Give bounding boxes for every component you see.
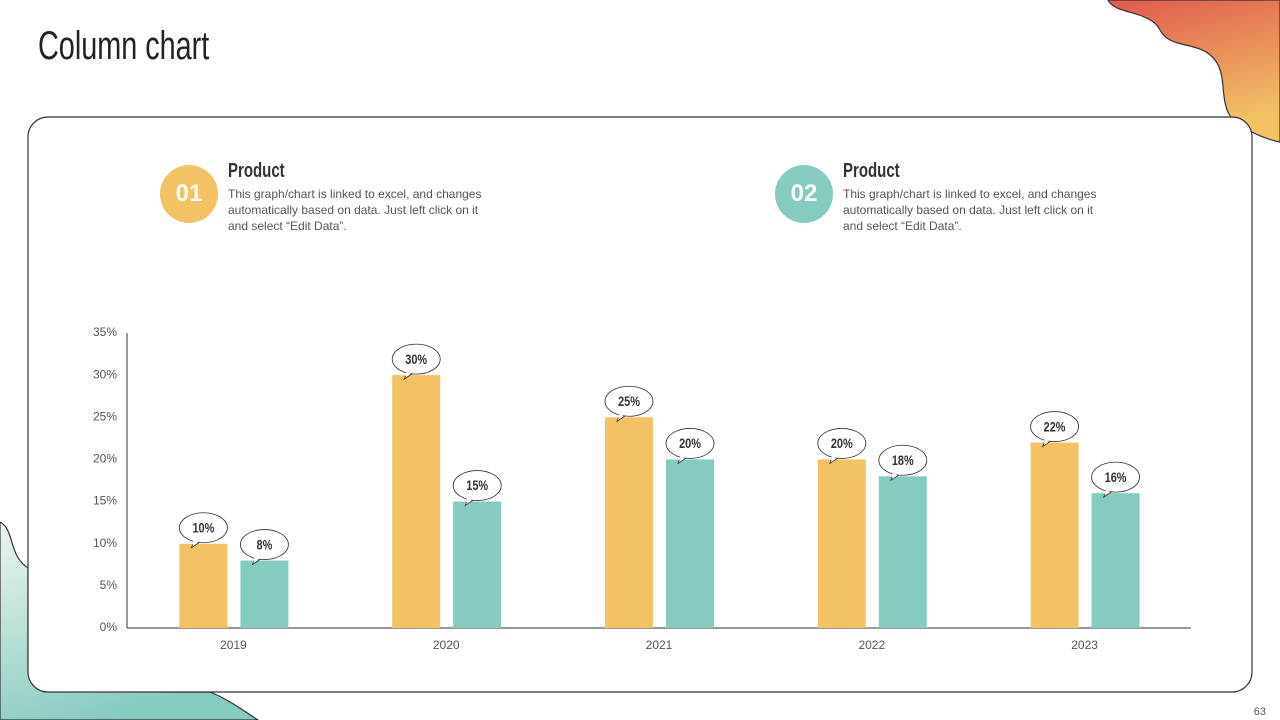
bubble-tail-fill: [1043, 435, 1055, 444]
bubble-tail-fill: [253, 553, 265, 562]
data-label-bubble: 18%: [878, 444, 928, 482]
data-label-bubble: 20%: [817, 428, 867, 465]
bubble-tail-fill: [830, 452, 842, 461]
bubble-tail-fill: [405, 368, 417, 377]
bar: [1030, 442, 1079, 628]
y-tick-label: 20%: [93, 452, 117, 466]
bubble: [1030, 411, 1079, 442]
data-label-bubble: 20%: [665, 428, 715, 465]
data-label-bubble: 22%: [1030, 411, 1079, 448]
decoration: [1107, 0, 1280, 143]
bubble: [665, 428, 715, 459]
bubble-tail-fill: [618, 410, 629, 419]
x-tick-label: 2022: [858, 638, 885, 652]
bubble-tail-fill: [891, 469, 903, 478]
x-tick-label: 2023: [1071, 638, 1098, 652]
y-tick-label: 35%: [93, 325, 117, 339]
bar: [666, 459, 714, 628]
legend-description: This graph/chart is linked to excel, and…: [228, 187, 482, 233]
data-label: 16%: [1105, 470, 1127, 486]
bubble: [391, 343, 441, 375]
data-label-bubble: 16%: [1091, 461, 1140, 499]
legend-title: Product: [843, 160, 900, 182]
legend-description: This graph/chart is linked to excel, and…: [843, 187, 1097, 233]
data-label-bubble: 30%: [391, 343, 441, 381]
data-label: 22%: [1044, 419, 1066, 435]
bar: [240, 560, 289, 628]
data-label: 15%: [466, 478, 488, 494]
bar: [605, 417, 653, 628]
legend-title: Product: [228, 160, 285, 182]
bubble: [452, 470, 502, 501]
y-tick-label: 5%: [100, 578, 118, 592]
bubble-tail-fill: [679, 452, 690, 461]
bar: [392, 375, 441, 628]
legend-item: 01 Product This graph/chart is linked to e…: [160, 160, 490, 240]
y-tick-label: 25%: [93, 409, 117, 423]
data-label-bubble: 8%: [239, 529, 289, 566]
legend-badge: 02: [775, 165, 833, 223]
bubble: [239, 529, 289, 560]
bar: [878, 476, 927, 628]
bar: [1091, 493, 1140, 628]
y-tick-label: 15%: [93, 494, 117, 508]
data-label: 20%: [679, 436, 701, 452]
bar: [817, 459, 866, 628]
y-tick-label: 0%: [100, 620, 118, 634]
slide-title: Column chart: [38, 24, 210, 68]
bubble: [604, 385, 654, 417]
data-label: 8%: [257, 537, 273, 553]
x-tick-label: 2019: [220, 638, 247, 652]
data-label: 30%: [405, 352, 427, 368]
bubble-tail-fill: [466, 494, 478, 503]
x-tick-label: 2021: [646, 638, 673, 652]
data-label: 20%: [831, 436, 853, 452]
bubble: [1091, 461, 1140, 493]
data-label: 18%: [892, 453, 914, 469]
legend-badge: 01: [160, 165, 218, 223]
page-number: 63: [1253, 706, 1266, 718]
bar: [179, 543, 228, 628]
data-label-bubble: 25%: [604, 385, 654, 423]
bubble-tail-fill: [192, 536, 204, 545]
data-label-bubble: 10%: [178, 512, 228, 549]
bubble: [178, 512, 228, 544]
bubble: [817, 428, 867, 459]
data-label-bubble: 15%: [452, 470, 502, 507]
bubble-tail-fill: [1104, 486, 1116, 495]
data-label: 25%: [618, 394, 640, 410]
bubble: [878, 444, 928, 476]
legend-item: 02 Product This graph/chart is linked to e…: [775, 160, 1105, 240]
x-tick-label: 2020: [433, 638, 460, 652]
bar: [453, 501, 502, 628]
y-tick-label: 10%: [93, 536, 117, 550]
data-label: 10%: [192, 520, 214, 536]
y-tick-label: 30%: [93, 367, 117, 381]
